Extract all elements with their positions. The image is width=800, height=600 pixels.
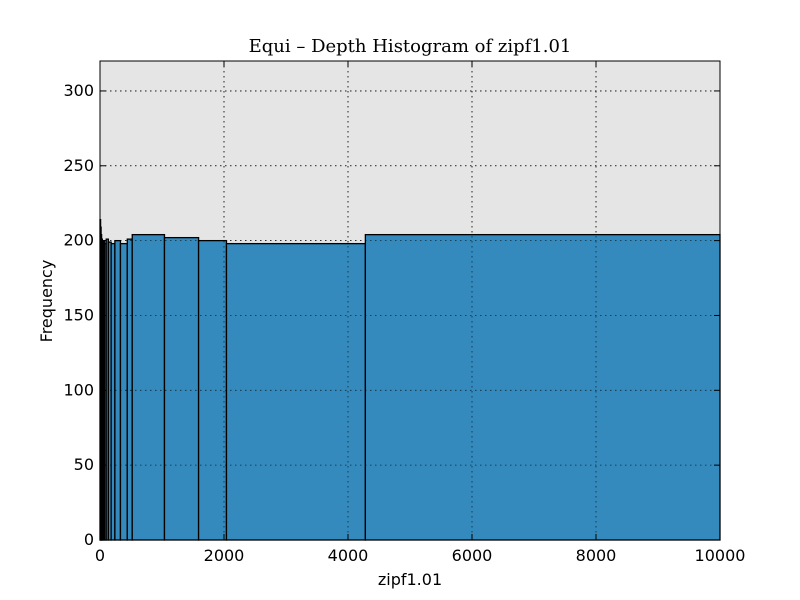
histogram-bar bbox=[119, 242, 128, 541]
y-tick-label: 50 bbox=[74, 455, 94, 474]
histogram-bar bbox=[126, 238, 133, 541]
histogram-bar bbox=[364, 233, 721, 541]
x-tick-label: 0 bbox=[95, 546, 105, 565]
histogram-bar bbox=[163, 236, 200, 541]
x-tick-label: 10000 bbox=[695, 546, 746, 565]
histogram-bar bbox=[131, 233, 166, 541]
plot-area: 0 2000 4000 6000 8000 10000 0 50 100 150 200 250 300 bbox=[63, 60, 746, 565]
histogram-bar bbox=[197, 239, 228, 541]
y-tick-label: 0 bbox=[84, 530, 94, 549]
y-tick-label: 300 bbox=[63, 81, 94, 100]
y-tick-label: 200 bbox=[63, 231, 94, 250]
histogram-bar bbox=[225, 242, 367, 541]
y-tick-label: 150 bbox=[63, 305, 94, 324]
chart-title: Equi – Depth Histogram of zipf1.01 bbox=[249, 36, 572, 57]
x-axis-label: zipf1.01 bbox=[378, 570, 442, 589]
x-tick-label: 8000 bbox=[576, 546, 617, 565]
y-tick-label: 250 bbox=[63, 156, 94, 175]
y-axis-label: Frequency bbox=[37, 260, 56, 343]
plot-frame bbox=[99, 60, 721, 541]
y-tick-label: 100 bbox=[63, 380, 94, 399]
x-tick-label: 4000 bbox=[328, 546, 369, 565]
x-tick-label: 2000 bbox=[204, 546, 245, 565]
x-tick-label: 6000 bbox=[452, 546, 493, 565]
